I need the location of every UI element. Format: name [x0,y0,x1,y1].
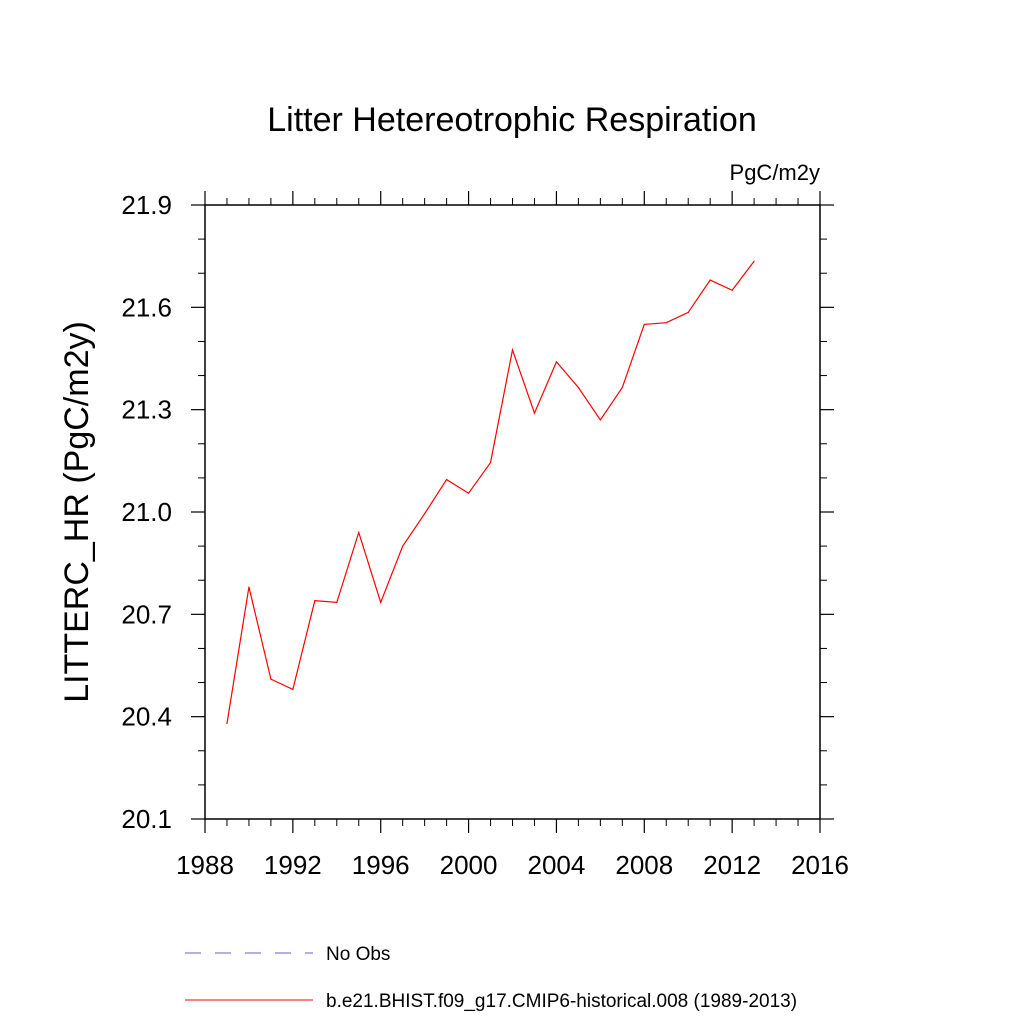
data-point [380,601,382,603]
data-point [555,361,558,363]
axes: 1988 1992 1996 2000 2004 2008 2012 2016 20.1 20.4… [121,190,849,880]
data-point [577,386,579,389]
y-tick-label: 20.1 [121,804,172,834]
data-point [511,349,514,351]
x-tick-label: 2004 [528,850,586,880]
data-point [687,311,689,314]
data-point [643,323,645,325]
data-point [533,412,536,414]
legend-label: No Obs [326,944,390,965]
x-tick-label: 2016 [791,850,849,880]
data-point [292,688,294,690]
data-point [314,600,316,602]
data-point [226,722,228,725]
x-tick-label: 2012 [703,850,761,880]
legend: No Obs b.e21.BHIST.f09_g17.CMIP6-historic… [185,944,797,1012]
data-point [402,545,404,547]
legend-label: b.e21.BHIST.f09_g17.CMIP6-historical.008… [326,991,797,1012]
data-point [336,601,338,603]
plot-frame [204,204,821,820]
x-tick-label: 1996 [352,850,410,880]
series-layer [226,260,755,725]
data-point [424,513,426,515]
data-point [248,586,250,588]
y-tick-label: 20.4 [121,702,172,732]
data-point [467,492,470,494]
data-point [446,478,448,481]
data-point [709,279,711,281]
data-point [665,322,667,324]
x-tick-label: 1992 [264,850,322,880]
data-point [489,461,492,464]
x-tick-label: 2000 [440,850,498,880]
series-line [226,260,755,724]
data-point [358,531,360,534]
units-label: PgC/m2y [730,160,820,185]
y-tick-label: 21.6 [121,292,172,322]
chart-title: Litter Hetereotrophic Respiration [267,101,756,139]
y-tick-label: 20.7 [121,599,172,629]
x-tick-label: 2008 [615,850,673,880]
y-tick-label: 21.0 [121,497,172,527]
x-tick-label: 1988 [176,850,234,880]
data-point [621,386,623,389]
data-point [270,678,272,680]
y-tick-label: 21.3 [121,395,172,425]
y-axis-label: LITTERC_HR (PgC/m2y) [58,321,96,703]
data-point [753,260,755,262]
data-point [599,419,601,421]
y-tick-label: 21.9 [121,190,172,220]
data-point [731,289,733,291]
